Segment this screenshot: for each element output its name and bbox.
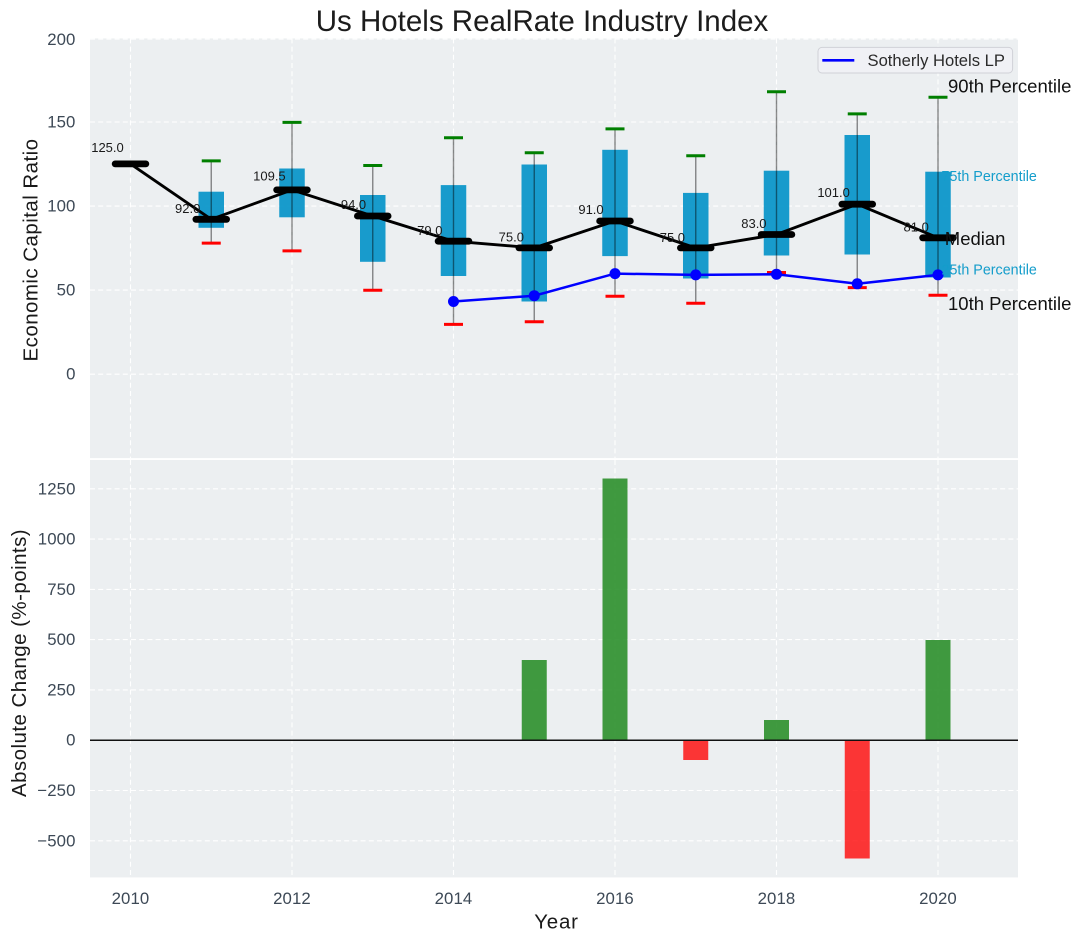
svg-text:−250: −250	[37, 781, 75, 800]
svg-text:81.0: 81.0	[904, 220, 929, 235]
svg-text:50: 50	[57, 281, 76, 300]
svg-text:2010: 2010	[112, 889, 150, 908]
svg-text:2020: 2020	[919, 889, 957, 908]
svg-text:1250: 1250	[38, 479, 76, 498]
svg-text:1000: 1000	[38, 530, 76, 549]
svg-text:Absolute Change (%-points): Absolute Change (%-points)	[8, 529, 31, 797]
svg-text:2018: 2018	[758, 889, 796, 908]
svg-text:79.0: 79.0	[417, 223, 442, 238]
svg-text:94.0: 94.0	[341, 197, 366, 212]
svg-text:2012: 2012	[273, 889, 311, 908]
svg-text:92.0: 92.0	[175, 201, 200, 216]
svg-text:−500: −500	[37, 831, 75, 850]
svg-text:83.0: 83.0	[741, 216, 766, 231]
svg-text:125.0: 125.0	[91, 140, 124, 155]
svg-text:Sotherly Hotels LP: Sotherly Hotels LP	[868, 51, 1005, 70]
svg-text:10th Percentile: 10th Percentile	[948, 293, 1071, 314]
svg-text:750: 750	[47, 580, 75, 599]
svg-text:Economic Capital Ratio: Economic Capital Ratio	[20, 139, 43, 362]
svg-text:75.0: 75.0	[499, 230, 524, 245]
svg-text:2016: 2016	[596, 889, 634, 908]
svg-text:500: 500	[47, 630, 75, 649]
svg-text:25th Percentile: 25th Percentile	[942, 263, 1037, 279]
svg-text:75.0: 75.0	[660, 230, 685, 245]
svg-text:200: 200	[47, 30, 75, 49]
svg-text:150: 150	[47, 113, 75, 132]
svg-text:75th Percentile: 75th Percentile	[942, 169, 1037, 185]
svg-text:Median: Median	[945, 228, 1006, 249]
svg-text:250: 250	[47, 680, 75, 699]
svg-text:2014: 2014	[435, 889, 473, 908]
svg-text:100: 100	[47, 197, 75, 216]
svg-text:0: 0	[66, 365, 75, 384]
svg-text:90th Percentile: 90th Percentile	[948, 76, 1071, 97]
svg-text:Year: Year	[534, 911, 579, 934]
svg-text:91.0: 91.0	[578, 202, 603, 217]
svg-text:101.0: 101.0	[817, 185, 850, 200]
svg-text:Us Hotels RealRate Industry In: Us Hotels RealRate Industry Index	[316, 5, 769, 38]
svg-text:0: 0	[66, 731, 75, 750]
svg-text:109.5: 109.5	[253, 168, 286, 183]
